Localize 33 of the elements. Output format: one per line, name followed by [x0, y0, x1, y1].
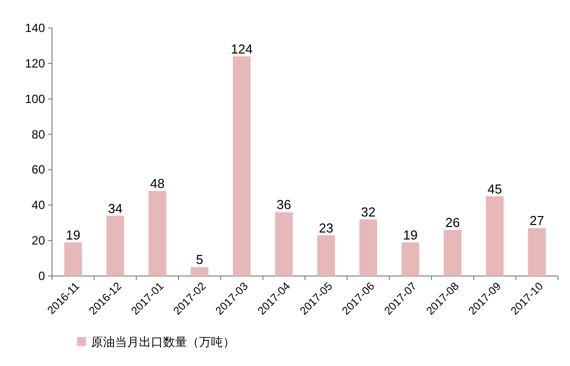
y-tick-label: 0 — [38, 269, 46, 283]
y-tick-label: 20 — [32, 234, 46, 248]
bar — [148, 190, 166, 276]
y-tick-label: 40 — [32, 198, 46, 212]
data-label: 45 — [488, 181, 502, 196]
data-label: 26 — [445, 214, 460, 230]
y-tick-label: 80 — [32, 127, 46, 142]
bar — [232, 56, 251, 276]
data-label: 32 — [361, 204, 376, 220]
legend-label: 原油当月出口数量（万吨） — [91, 335, 235, 349]
y-tick-label: 140 — [24, 21, 46, 35]
bar — [106, 216, 124, 276]
data-label: 34 — [108, 200, 122, 216]
data-label: 124 — [230, 41, 253, 56]
bar — [402, 242, 420, 276]
y-tick-label: 120 — [24, 56, 46, 70]
bar — [444, 230, 462, 276]
bar — [64, 242, 82, 276]
bar — [528, 228, 546, 276]
y-tick-label: 60 — [32, 162, 46, 177]
data-label: 36 — [276, 197, 292, 212]
data-label: 19 — [403, 227, 418, 242]
bar — [190, 267, 208, 276]
bar — [317, 235, 335, 276]
data-label: 19 — [66, 227, 80, 242]
data-label: 5 — [196, 252, 204, 268]
data-label: 48 — [150, 176, 165, 191]
bar — [359, 219, 378, 276]
data-label: 23 — [318, 220, 334, 236]
data-label: 27 — [530, 213, 544, 228]
bar — [275, 212, 293, 276]
y-tick-label: 100 — [24, 92, 46, 106]
bar — [486, 196, 504, 276]
